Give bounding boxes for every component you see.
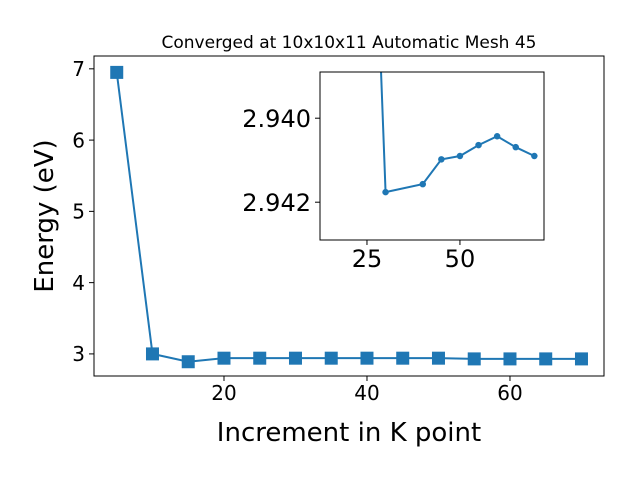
marker xyxy=(531,152,538,160)
marker xyxy=(467,352,481,366)
marker xyxy=(475,141,482,149)
marker xyxy=(217,351,231,365)
x-tick-label: 60 xyxy=(497,381,522,405)
marker xyxy=(438,156,445,163)
marker xyxy=(181,355,195,369)
marker xyxy=(110,65,124,79)
marker xyxy=(512,143,519,151)
marker xyxy=(431,351,445,365)
x-tick-label: 25 xyxy=(352,245,383,273)
marker xyxy=(288,351,302,365)
marker xyxy=(574,352,588,366)
axes-frame xyxy=(319,71,545,241)
marker xyxy=(493,133,501,140)
x-tick-label: 20 xyxy=(211,381,236,405)
y-tick-label: 2.940 xyxy=(242,105,311,133)
y-tick-label: 5 xyxy=(72,200,85,224)
y-axis-label: Energy (eV) xyxy=(30,139,60,292)
plot-area xyxy=(380,72,538,196)
marker xyxy=(419,180,427,188)
axes-background xyxy=(320,72,544,240)
y-tick-label: 2.942 xyxy=(242,189,311,217)
marker xyxy=(503,352,517,366)
y-tick-label: 6 xyxy=(72,128,85,152)
y-tick-label: 7 xyxy=(72,57,85,81)
x-tick-label: 40 xyxy=(354,381,379,405)
marker xyxy=(253,351,267,365)
marker xyxy=(539,352,553,366)
marker xyxy=(360,351,374,365)
plot-area xyxy=(110,65,588,369)
marker xyxy=(456,152,464,160)
x-axis-label: Increment in K point xyxy=(217,418,481,448)
axes-frame xyxy=(93,55,605,377)
marker xyxy=(382,188,389,196)
y-tick-label: 3 xyxy=(72,342,85,366)
y-tick-label: 4 xyxy=(72,271,85,295)
marker xyxy=(396,351,410,365)
marker xyxy=(324,351,338,365)
marker xyxy=(145,347,159,361)
x-tick-label: 50 xyxy=(445,245,476,273)
chart-title: Converged at 10x10x11 Automatic Mesh 45 xyxy=(162,33,537,53)
